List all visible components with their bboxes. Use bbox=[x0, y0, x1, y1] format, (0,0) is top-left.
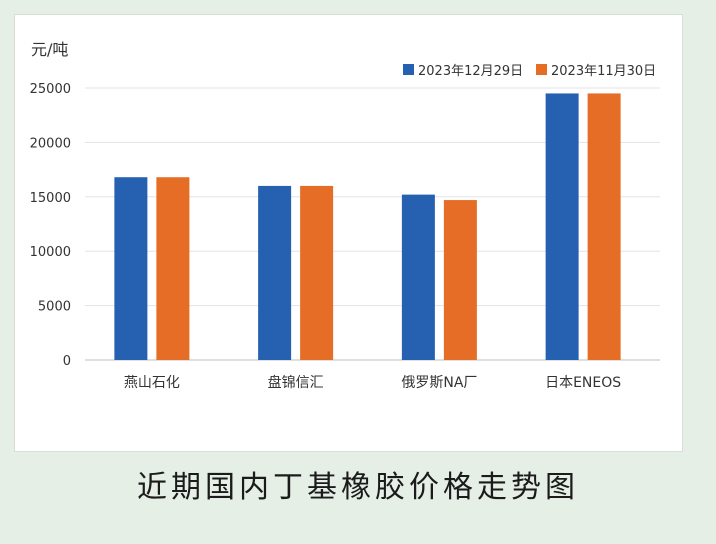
y-tick-label: 0 bbox=[63, 354, 71, 369]
x-tick-label: 日本ENEOS bbox=[545, 375, 621, 391]
x-tick-label: 俄罗斯NA厂 bbox=[401, 375, 477, 391]
bar-nov30 bbox=[443, 200, 477, 360]
y-tick-label: 20000 bbox=[30, 136, 71, 151]
chart-panel: 0 5000 10000 15000 20000 25000 元/吨燕山石化 盘锦信汇 俄罗斯N… bbox=[14, 14, 683, 452]
legend-label: 2023年11月30日 bbox=[551, 64, 656, 79]
y-tick-label: 15000 bbox=[30, 191, 71, 206]
legend-swatch bbox=[403, 64, 414, 75]
bar-nov30 bbox=[587, 93, 621, 360]
y-tick-label: 5000 bbox=[38, 300, 71, 315]
bar-nov30 bbox=[156, 177, 190, 360]
bar-dec29 bbox=[545, 93, 579, 360]
x-tick-label: 燕山石化 bbox=[124, 375, 180, 391]
bar-dec29 bbox=[114, 177, 148, 360]
bar-nov30 bbox=[300, 185, 334, 360]
y-tick-label: 10000 bbox=[30, 245, 71, 260]
bar-dec29 bbox=[258, 185, 292, 360]
legend-label: 2023年12月29日 bbox=[418, 64, 523, 79]
x-tick-label: 盘锦信汇 bbox=[268, 374, 324, 391]
legend-swatch bbox=[536, 64, 547, 75]
y-axis-label: 元/吨 bbox=[31, 40, 68, 59]
bar-dec29 bbox=[401, 194, 435, 360]
figure-caption: 近期国内丁基橡胶价格走势图 bbox=[137, 470, 579, 505]
y-tick-label: 25000 bbox=[30, 82, 71, 97]
